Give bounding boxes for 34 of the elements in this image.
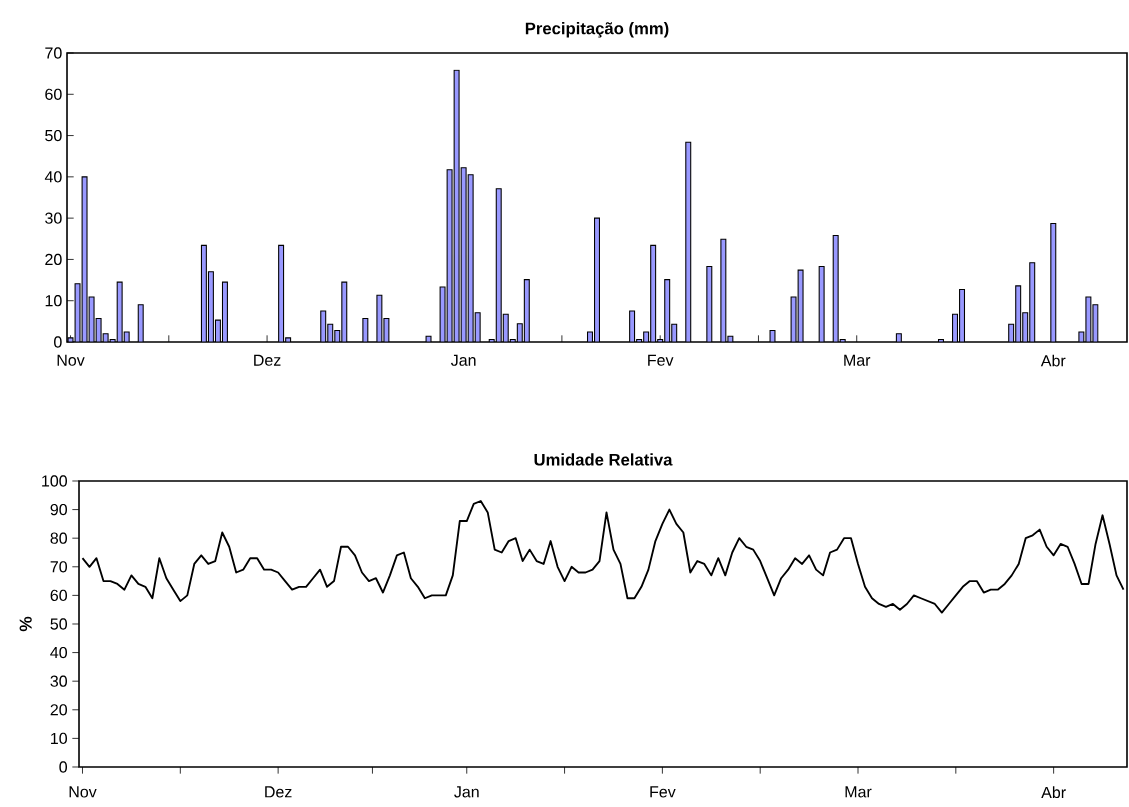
y-tick-label: 0 xyxy=(59,761,68,773)
x-tick-label: Dez xyxy=(265,786,292,798)
y-tick-label: 30 xyxy=(45,212,62,224)
y-tick-label: 50 xyxy=(50,618,68,630)
y-tick-label: 100 xyxy=(42,475,68,487)
y-tick-label: 30 xyxy=(50,675,68,687)
x-tick-label: Fev xyxy=(650,786,676,798)
x-tick-label: Nov xyxy=(57,354,85,366)
y-tick-label: 80 xyxy=(50,532,68,544)
y-tick-label: 20 xyxy=(50,704,68,716)
y-tick-label: 70 xyxy=(50,561,68,573)
chart-title: Umidade Relativa xyxy=(534,453,673,466)
y-tick-label: 40 xyxy=(50,646,68,659)
y-tick-label: 0 xyxy=(54,336,62,348)
chart-title: Precipitação (mm) xyxy=(525,22,669,38)
y-tick-label: 40 xyxy=(44,171,62,183)
y-tick-label: 10 xyxy=(51,732,68,745)
x-tick-label: Abr xyxy=(1041,786,1066,799)
y-tick-label: 20 xyxy=(45,253,62,266)
x-tick-label: Dez xyxy=(254,354,281,366)
x-tick-label: Nov xyxy=(69,786,97,798)
y-tick-label: 70 xyxy=(45,47,62,59)
x-tick-label: Mar xyxy=(844,354,871,366)
y-tick-label: 60 xyxy=(50,589,68,602)
y-tick-label: 50 xyxy=(45,129,62,142)
x-tick-label: Mar xyxy=(845,786,872,798)
x-tick-label: Jan xyxy=(450,354,476,366)
y-tick-label: 90 xyxy=(50,503,68,516)
y-axis-title: % xyxy=(19,616,32,632)
x-tick-label: Abr xyxy=(1040,354,1066,367)
y-tick-label: 60 xyxy=(45,88,62,100)
x-tick-label: Fev xyxy=(648,354,674,366)
y-tick-label: 10 xyxy=(45,295,62,307)
x-tick-label: Jan xyxy=(454,786,479,798)
